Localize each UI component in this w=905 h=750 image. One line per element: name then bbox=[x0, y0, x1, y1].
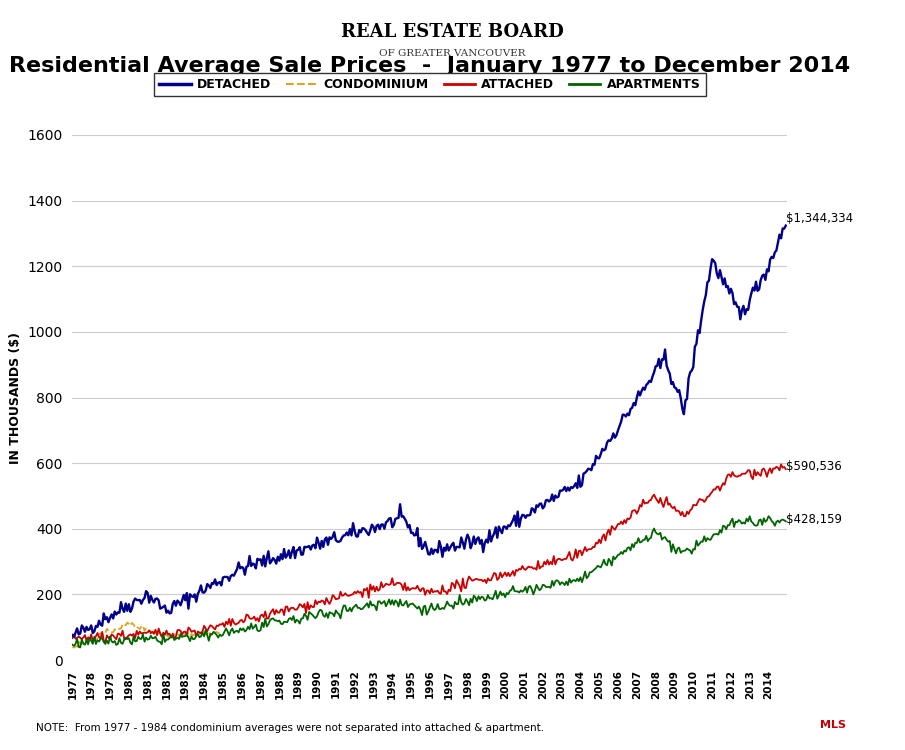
APARTMENTS bbox=[431, 604, 442, 613]
DETACHED bbox=[443, 546, 454, 555]
APARTMENTS bbox=[75, 643, 86, 652]
DETACHED bbox=[780, 221, 791, 230]
Line: DETACHED: DETACHED bbox=[72, 226, 786, 637]
Title: Residential Average Sale Prices  -  January 1977 to December 2014: Residential Average Sale Prices - Januar… bbox=[9, 56, 851, 76]
DETACHED bbox=[418, 542, 429, 550]
APARTMENTS bbox=[443, 600, 454, 609]
APARTMENTS bbox=[780, 517, 791, 526]
DETACHED bbox=[69, 632, 80, 641]
ATTACHED bbox=[707, 488, 718, 496]
Y-axis label: IN THOUSANDS ($): IN THOUSANDS ($) bbox=[9, 332, 22, 464]
ATTACHED bbox=[67, 634, 78, 643]
DETACHED bbox=[671, 384, 681, 393]
ATTACHED bbox=[382, 580, 393, 589]
DETACHED bbox=[382, 517, 393, 526]
APARTMENTS bbox=[67, 640, 78, 650]
Text: $428,159: $428,159 bbox=[786, 513, 843, 526]
Legend: DETACHED, CONDOMINIUM, ATTACHED, APARTMENTS: DETACHED, CONDOMINIUM, ATTACHED, APARTME… bbox=[154, 73, 706, 96]
DETACHED bbox=[431, 545, 442, 554]
Text: $1,344,334: $1,344,334 bbox=[786, 212, 853, 226]
Line: CONDOMINIUM: CONDOMINIUM bbox=[72, 622, 222, 647]
Line: APARTMENTS: APARTMENTS bbox=[72, 516, 786, 647]
Text: $590,536: $590,536 bbox=[786, 460, 843, 473]
Text: MLS: MLS bbox=[820, 719, 845, 730]
APARTMENTS bbox=[763, 512, 774, 520]
APARTMENTS bbox=[418, 602, 429, 611]
ATTACHED bbox=[780, 465, 791, 474]
Text: REAL ESTATE BOARD: REAL ESTATE BOARD bbox=[341, 23, 564, 41]
ATTACHED bbox=[776, 460, 786, 469]
Text: OF GREATER VANCOUVER: OF GREATER VANCOUVER bbox=[379, 49, 526, 58]
ATTACHED bbox=[418, 584, 429, 592]
APARTMENTS bbox=[382, 598, 393, 608]
ATTACHED bbox=[443, 585, 454, 594]
ATTACHED bbox=[431, 587, 442, 596]
ATTACHED bbox=[671, 506, 681, 515]
ATTACHED bbox=[100, 638, 110, 647]
Line: ATTACHED: ATTACHED bbox=[72, 464, 786, 643]
DETACHED bbox=[707, 255, 718, 264]
CONDOMINIUM bbox=[67, 643, 78, 652]
APARTMENTS bbox=[671, 549, 681, 558]
APARTMENTS bbox=[707, 532, 718, 542]
Text: NOTE:  From 1977 - 1984 condominium averages were not separated into attached & : NOTE: From 1977 - 1984 condominium avera… bbox=[36, 723, 544, 734]
DETACHED bbox=[67, 631, 78, 640]
